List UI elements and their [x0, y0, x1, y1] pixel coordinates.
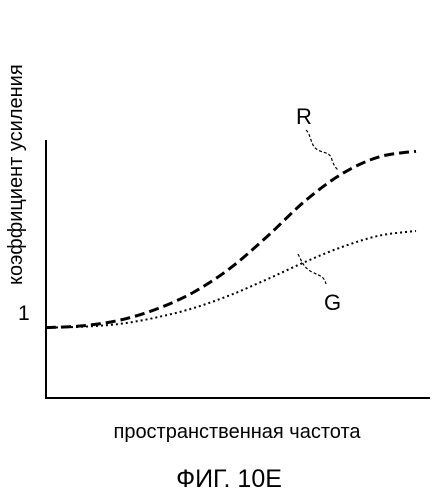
- y-axis-label: коэффициент усиления: [5, 64, 27, 285]
- series-r-leader: [306, 130, 338, 170]
- x-axis-label: пространственная частота: [113, 421, 361, 443]
- series-g-leader: [298, 254, 326, 284]
- figure-caption: ФИГ. 10E: [176, 465, 282, 493]
- series-r-line: [46, 151, 416, 327]
- series-g-line: [46, 231, 416, 328]
- series-g-label: G: [324, 290, 341, 315]
- series-r-label: R: [296, 104, 312, 129]
- y-tick-label: 1: [18, 302, 30, 325]
